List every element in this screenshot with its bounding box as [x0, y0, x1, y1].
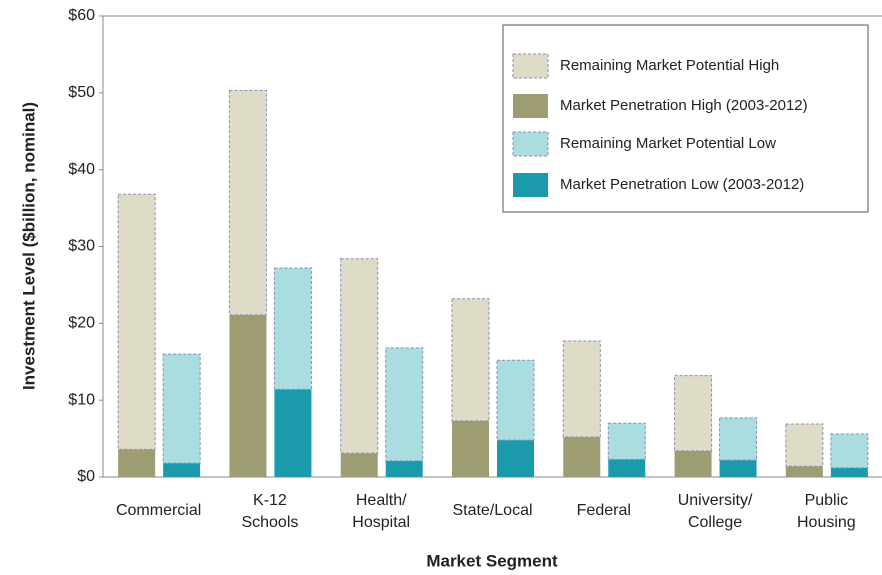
- bar: [385, 460, 423, 477]
- bar: [385, 347, 424, 462]
- y-tick-label: $30: [68, 238, 95, 255]
- bar: [497, 440, 534, 477]
- bar: [563, 437, 601, 477]
- bar: [452, 420, 489, 477]
- y-tick-label: $0: [77, 468, 95, 485]
- bar: [785, 423, 824, 467]
- legend-swatch: [512, 131, 549, 157]
- bar: [608, 459, 646, 477]
- bar: [607, 422, 646, 460]
- bar: [118, 449, 156, 477]
- legend-label: Remaining Market Potential High: [560, 57, 779, 74]
- legend-swatch: [513, 94, 548, 118]
- bar: [674, 375, 713, 452]
- legend-label: Market Penetration Low (2003-2012): [560, 176, 804, 193]
- bar: [674, 450, 712, 477]
- x-tick-label: Federal: [577, 502, 631, 519]
- y-tick-label: $20: [68, 315, 95, 332]
- y-tick-label: $60: [68, 7, 95, 24]
- bar: [274, 389, 312, 477]
- bar: [562, 340, 601, 438]
- x-tick-label: Health/Hospital: [352, 492, 410, 531]
- legend-box: [502, 24, 869, 213]
- legend-label: Market Penetration High (2003-2012): [560, 97, 808, 114]
- y-tick-label: $50: [68, 84, 95, 101]
- y-tick-label: $10: [68, 391, 95, 408]
- x-tick-label: Commercial: [116, 502, 201, 519]
- x-tick-label: K-12 Schools: [241, 492, 298, 531]
- bar: [340, 258, 379, 454]
- bar: [228, 90, 267, 316]
- legend-swatch: [513, 173, 548, 197]
- bar: [830, 433, 869, 469]
- legend-swatch: [512, 53, 549, 79]
- y-tick-label: $40: [68, 161, 95, 178]
- x-tick-label: University/College: [678, 492, 753, 531]
- bar: [785, 466, 823, 477]
- bar: [340, 453, 378, 477]
- x-tick-label: Public Housing: [797, 492, 856, 531]
- bar: [229, 314, 267, 477]
- bar: [496, 359, 535, 441]
- bar: [719, 460, 757, 477]
- legend-label: Remaining Market Potential Low: [560, 135, 776, 152]
- bar: [830, 467, 868, 477]
- bar: [117, 193, 156, 450]
- bar: [719, 417, 758, 461]
- bar: [162, 353, 201, 464]
- bar: [451, 298, 490, 422]
- x-tick-label: State/Local: [452, 502, 532, 519]
- bar: [273, 267, 312, 390]
- y-axis-label: Investment Level ($billion, nominal): [19, 102, 38, 390]
- x-axis-label: Market Segment: [426, 551, 558, 570]
- bar: [163, 463, 201, 477]
